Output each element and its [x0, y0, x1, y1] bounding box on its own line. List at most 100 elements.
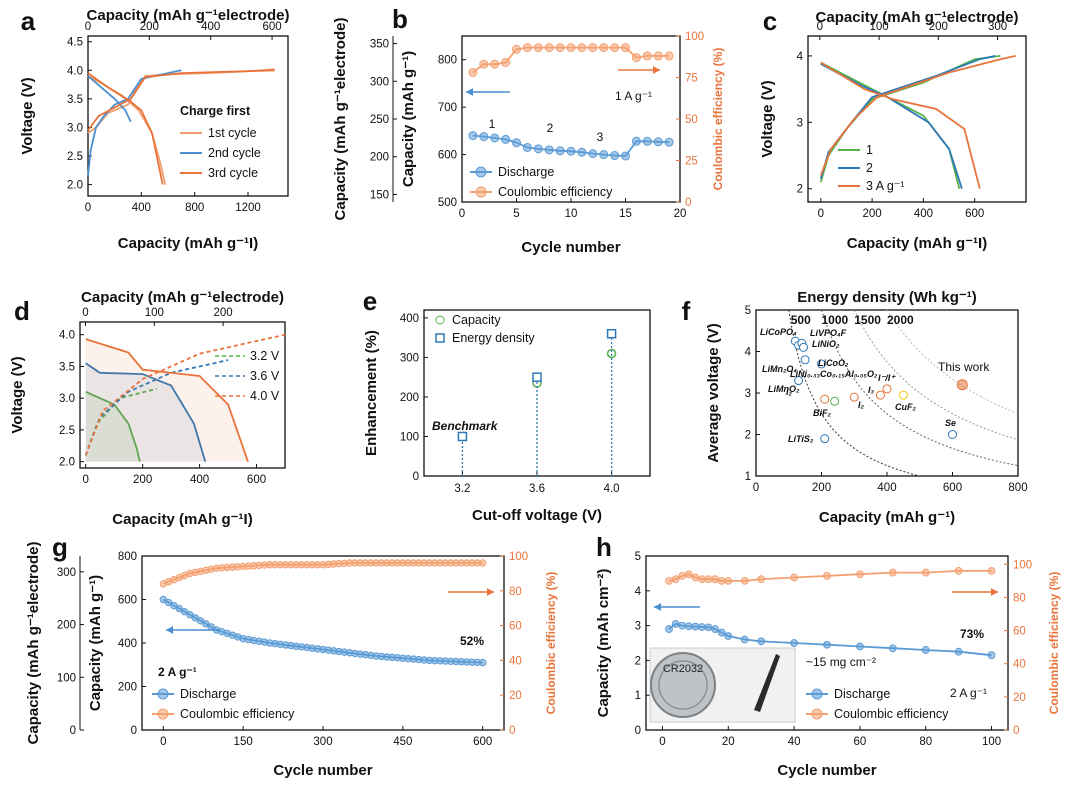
x-tick-label: 800 — [185, 202, 204, 214]
outer-y-tick-label: 300 — [57, 567, 76, 579]
y-axis-title-electrode: Capacity (mAh g⁻¹electrode) — [25, 542, 42, 745]
x-tick-label: 200 — [133, 474, 152, 486]
legend-marker — [157, 688, 169, 700]
x-tick-label: 1200 — [235, 202, 261, 214]
data-point — [740, 576, 749, 585]
x-axis-title: Capacity (mAh g⁻¹I) — [112, 511, 252, 528]
material-point — [898, 390, 908, 400]
data-point — [606, 328, 617, 339]
y-tick-label: 4.0 — [67, 65, 83, 77]
data-point — [606, 348, 617, 359]
y2-tick-label: 50 — [685, 114, 698, 126]
data-point — [698, 575, 706, 584]
series-area-fill — [85, 339, 248, 462]
data-point — [856, 642, 864, 651]
series-3-charge — [819, 55, 1016, 176]
data-point — [196, 617, 205, 625]
data-point — [740, 635, 749, 644]
data-point — [621, 151, 630, 161]
iso-energy-curve — [788, 309, 920, 477]
y-tick-label: 0 — [413, 471, 419, 483]
data-point — [180, 607, 189, 616]
x-tick-label: 80 — [919, 736, 932, 748]
data-point — [671, 575, 680, 584]
y2-tick-label: 25 — [685, 156, 698, 168]
data-point — [577, 147, 587, 157]
y2-tick-label: 60 — [1013, 626, 1026, 638]
x-tick-label: 0 — [818, 208, 824, 220]
y2-tick-label: 80 — [509, 586, 522, 598]
y-tick-label: 2.0 — [67, 180, 83, 192]
data-point — [468, 131, 478, 141]
data-point — [711, 575, 720, 584]
annotation-label: 1 — [489, 117, 496, 131]
data-point — [501, 134, 511, 144]
chart-title: Energy density (Wh kg⁻¹) — [797, 289, 977, 306]
coin-cell-text: CR2032 — [663, 663, 703, 675]
y-tick-label: 1 — [745, 471, 751, 483]
top-x-axis-title: Capacity (mAh g⁻¹electrode) — [816, 9, 1019, 26]
x-tick-label: 600 — [965, 208, 984, 220]
data-point — [987, 651, 996, 660]
x-tick-label: 400 — [877, 482, 896, 494]
legend-label: 3rd cycle — [208, 166, 258, 180]
legend-label: 2nd cycle — [208, 146, 261, 160]
rate-label: 2 A g⁻¹ — [158, 665, 197, 679]
x-tick-label: 0 — [82, 474, 88, 486]
data-point — [653, 137, 663, 147]
legend-marker — [475, 166, 487, 178]
top-x-tick-label: 200 — [213, 307, 232, 319]
x-tick-label: 60 — [854, 736, 867, 748]
x-tick-label: 4.0 — [604, 483, 620, 495]
material-point — [820, 394, 830, 404]
plot-frame — [87, 35, 289, 197]
y-tick-label: 800 — [118, 551, 137, 563]
panel-letter: f — [682, 296, 691, 326]
data-point — [954, 567, 963, 575]
y-tick-label: 0 — [131, 725, 137, 737]
top-x-tick-label: 0 — [85, 21, 91, 33]
x-tick-label: 600 — [247, 474, 266, 486]
legend-label: 1st cycle — [208, 126, 257, 140]
top-x-tick-label: 300 — [988, 21, 1007, 33]
y-axis-title: Enhancement (%) — [363, 330, 380, 456]
material-label: CuF₂ — [895, 402, 916, 412]
material-label: I₃ — [868, 385, 875, 395]
annotation-label: 1 A g⁻¹ — [615, 89, 652, 103]
y-tick-label: 3 — [797, 117, 803, 129]
outer-y-tick-label: 200 — [57, 620, 76, 632]
panel-a: a 0 400 800 1200 0 200 400 600 2.0 2.5 3.0 3.5 4.0 4.5… — [19, 6, 289, 252]
y2-tick-label: 20 — [509, 690, 522, 702]
plot-frame — [807, 35, 1027, 203]
data-point — [555, 43, 565, 53]
data-point — [698, 623, 706, 631]
x-tick-label: 100 — [982, 736, 1001, 748]
data-point — [544, 43, 554, 53]
data-point — [588, 43, 598, 53]
panel-letter: h — [596, 532, 612, 562]
x-tick-label: 600 — [473, 736, 492, 748]
electrode-strip-icon — [754, 654, 780, 712]
y2-axis-title: Coulombic efficiency (%) — [544, 572, 558, 715]
annotation-label: 3 — [597, 130, 604, 144]
legend-label: 3.2 V — [250, 349, 280, 363]
arrow-head — [653, 66, 660, 74]
material-label: LiTiS₂ — [788, 434, 814, 444]
data-point — [170, 601, 178, 610]
x-tick-label: 400 — [914, 208, 933, 220]
panel-letter: c — [763, 6, 777, 36]
material-point — [817, 359, 826, 369]
material-point — [875, 390, 885, 400]
iso-energy-label: 1000 — [822, 313, 849, 327]
material-label: Se — [945, 418, 956, 428]
data-point — [664, 137, 674, 147]
plot-frame — [645, 555, 1009, 731]
series-3-discharge — [820, 61, 981, 189]
data-point — [665, 576, 673, 585]
material-point — [882, 384, 892, 394]
data-point — [724, 576, 733, 585]
y-tick-label: 3 — [635, 621, 641, 633]
panel-g: g 0 150 300 450 600 0 200 400 600 800 0 20 40 60 80 100 0… — [25, 532, 558, 779]
data-point — [888, 644, 897, 653]
